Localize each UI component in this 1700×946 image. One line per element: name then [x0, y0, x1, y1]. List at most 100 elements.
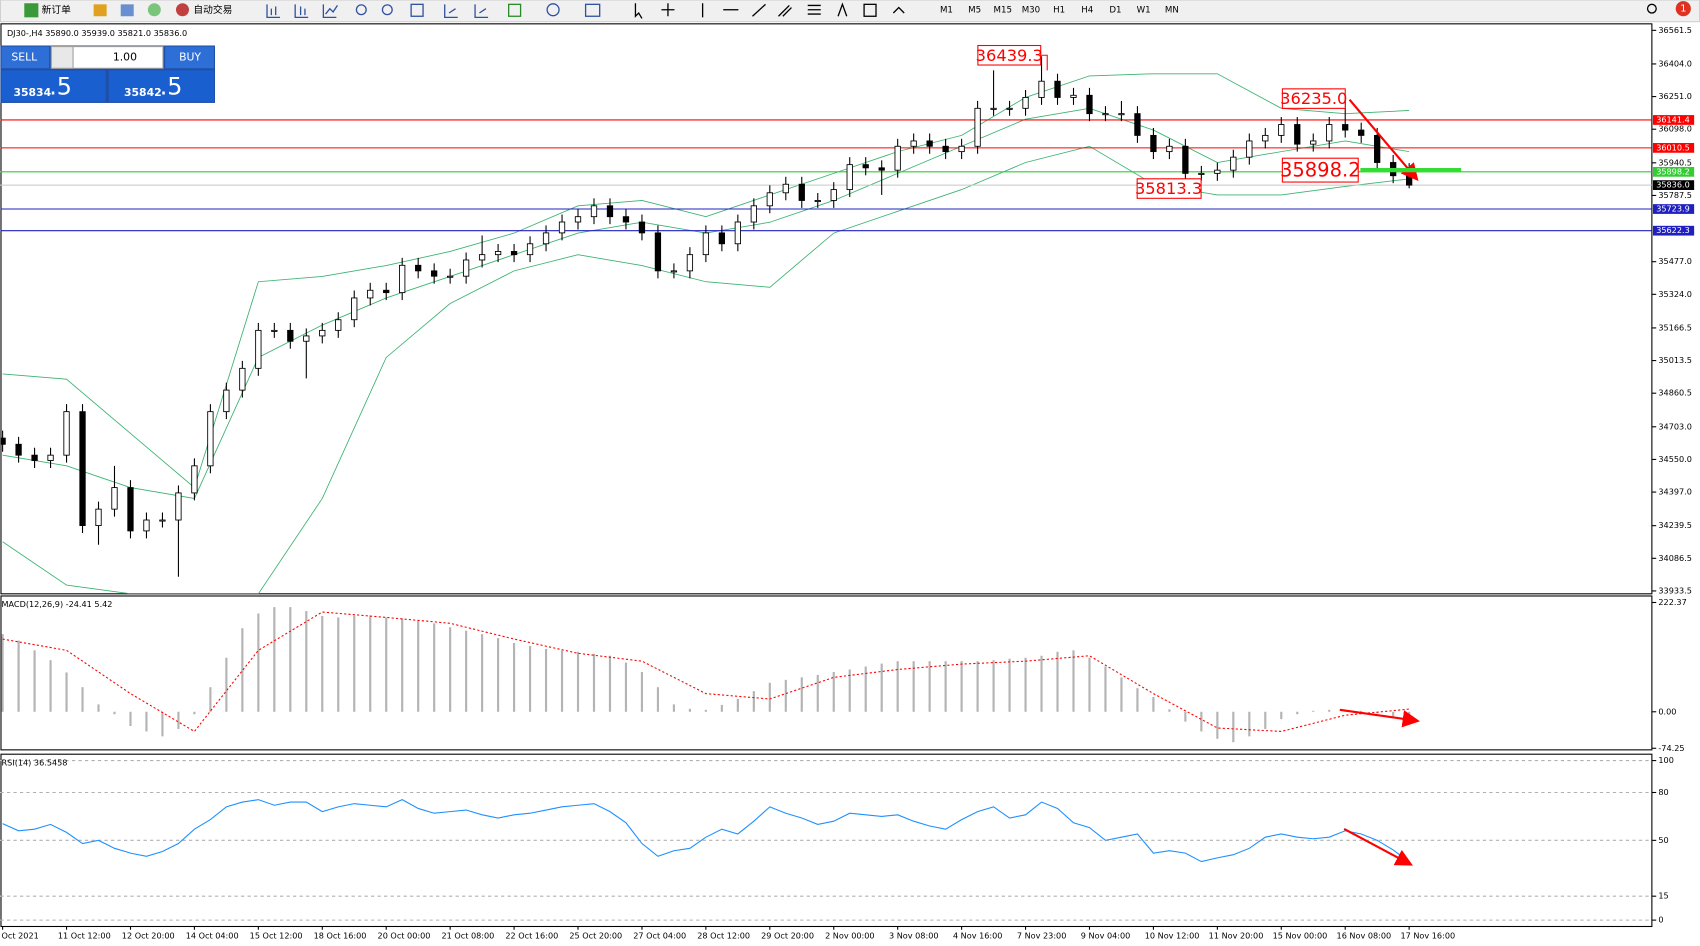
icon[interactable]: [661, 3, 675, 17]
candle-body: [95, 508, 102, 526]
macd-bar: [736, 698, 739, 712]
icon[interactable]: [93, 4, 107, 17]
level-tag-label: 35898.2: [1656, 166, 1690, 176]
icon[interactable]: [778, 4, 792, 17]
macd-bar: [321, 615, 324, 712]
x-tick-label: 18 Oct 16:00: [314, 931, 367, 941]
candle-body: [255, 329, 262, 369]
candle-body: [830, 189, 837, 201]
macd-bar: [1, 634, 4, 712]
timeframe[interactable]: D1: [1109, 5, 1121, 15]
icon[interactable]: [381, 4, 393, 16]
icon[interactable]: [294, 4, 309, 18]
macd-bar: [289, 607, 292, 712]
icon[interactable]: [147, 3, 161, 17]
new-order[interactable]: 新订单: [42, 3, 71, 16]
candle-body: [526, 243, 534, 256]
candle-body: [798, 183, 805, 201]
x-tick-label: Oct 2021: [2, 931, 39, 941]
timeframe[interactable]: H1: [1053, 5, 1065, 15]
auto-trading[interactable]: 自动交易: [193, 3, 232, 16]
candle-body: [431, 270, 438, 277]
icon[interactable]: [892, 6, 905, 14]
icon[interactable]: [863, 3, 877, 17]
icon[interactable]: [584, 3, 601, 17]
candle-body: [1406, 175, 1413, 186]
candle-body: [782, 183, 789, 194]
macd-bar: [720, 704, 723, 712]
axes: 36561.5 36404.0 36251.0 36098.0 35940.5 35787…: [2, 25, 1695, 941]
timeframe[interactable]: M1: [940, 5, 953, 15]
timeframe[interactable]: H4: [1081, 5, 1094, 15]
buy-price-fraction[interactable]: .5: [160, 72, 183, 100]
x-tick-label: 16 Nov 08:00: [1337, 931, 1392, 941]
buy-price-box[interactable]: [108, 70, 214, 102]
macd-bar: [209, 687, 212, 712]
icon[interactable]: [355, 4, 367, 16]
icon[interactable]: [410, 3, 424, 17]
macd-bar: [1360, 710, 1363, 712]
y-tick-label: 35324.0: [1658, 289, 1692, 299]
candle-body: [1038, 80, 1045, 98]
candle-body: [1246, 140, 1253, 158]
level-tag: [1652, 166, 1695, 177]
icon[interactable]: [266, 4, 281, 18]
lots-value[interactable]: 1.00: [113, 50, 137, 63]
macd-bar: [465, 630, 468, 712]
timeframes: M1 M5 M15 M30 H1 H4 D1 W1 MN: [940, 5, 1179, 15]
candle-body: [1118, 113, 1125, 116]
x-tick-label: 15 Nov 00:00: [1273, 931, 1328, 941]
macd-bar: [305, 611, 308, 712]
candle-body: [654, 232, 662, 272]
y-tick-label: 222.37: [1658, 597, 1686, 607]
candle-body: [878, 167, 885, 171]
x-tick-label: 22 Oct 16:00: [505, 931, 558, 941]
notification-badge[interactable]: [1675, 1, 1691, 17]
timeframe[interactable]: M5: [968, 5, 981, 15]
buy-button[interactable]: [165, 46, 214, 69]
icon[interactable]: [474, 4, 489, 18]
annotation: 36439.3: [976, 46, 1043, 65]
sell-button[interactable]: [1, 46, 50, 69]
level-tag-label: 35836.0: [1656, 180, 1690, 190]
macd-bar: [225, 657, 228, 712]
timeframe[interactable]: W1: [1137, 5, 1151, 15]
icon[interactable]: [837, 2, 848, 17]
icon[interactable]: [322, 4, 338, 18]
icon[interactable]: [546, 3, 560, 17]
lots-spinner[interactable]: [50, 46, 74, 69]
candle-body: [1374, 134, 1381, 163]
macd-bar: [800, 677, 803, 712]
timeframe[interactable]: M15: [994, 5, 1012, 15]
macd-bar: [672, 704, 675, 712]
level-tag: [1652, 225, 1695, 236]
candle-body: [846, 164, 853, 191]
x-tick-label: 21 Oct 08:00: [441, 931, 494, 941]
notification-count[interactable]: 1: [1680, 4, 1686, 15]
candle-body: [79, 411, 86, 526]
sell-price-fraction[interactable]: .5: [49, 72, 72, 100]
macd-label: MACD(12,26,9) -24.41 5.42: [2, 599, 113, 609]
candle-body: [303, 335, 310, 342]
icon[interactable]: [634, 3, 643, 19]
new-order-icon[interactable]: [24, 3, 39, 18]
annotation-box: [1281, 157, 1359, 183]
icon[interactable]: [807, 4, 821, 15]
buy-price[interactable]: 35842: [124, 86, 162, 99]
search-icon[interactable]: [1646, 3, 1657, 14]
icon[interactable]: [752, 3, 766, 17]
sell-price-box[interactable]: [1, 70, 106, 102]
icon[interactable]: [120, 4, 134, 17]
timeframe[interactable]: MN: [1165, 5, 1179, 15]
timeframe[interactable]: M30: [1022, 5, 1040, 15]
annotation-box: [977, 44, 1042, 66]
macd-bar: [385, 617, 388, 712]
sell-price[interactable]: 35834: [13, 86, 51, 99]
icon[interactable]: [444, 4, 458, 18]
macd-bar: [1168, 709, 1171, 712]
macd-bar: [353, 615, 356, 712]
buy-label[interactable]: BUY: [179, 50, 201, 63]
auto-trading-icon[interactable]: [175, 3, 189, 17]
sell-label[interactable]: SELL: [11, 50, 37, 63]
icon[interactable]: [508, 3, 522, 17]
